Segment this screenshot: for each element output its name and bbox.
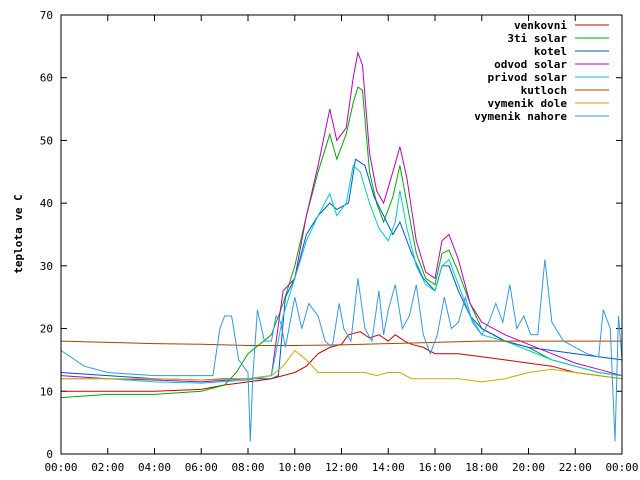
x-tick-label: 10:00 [278,461,311,474]
y-tick-label: 40 [40,197,53,210]
plot-frame [60,14,623,455]
series-line-vymenik-dole [61,349,623,383]
series-line-odvod-solar [60,50,623,383]
legend-label: vymenik dole [488,97,568,110]
x-tick-label: 00:00 [44,461,77,474]
x-tick-label: 04:00 [138,461,171,474]
y-axis-label: teplota ve C [12,194,25,273]
y-tick-label: 30 [40,260,53,273]
legend-label: privod solar [488,71,568,84]
series-line-privod-solar [61,164,623,384]
legend-label: odvod solar [494,58,567,71]
x-tick-label: 16:00 [418,461,451,474]
y-tick-label: 60 [40,72,53,85]
y-tick-label: 10 [40,385,53,398]
legend-label: kutloch [521,84,567,97]
legend-label: vymenik nahore [474,110,567,123]
y-tick-label: 0 [46,448,53,461]
x-tick-label: 08:00 [231,461,264,474]
series-line-3ti-solar [60,86,623,399]
series-line-kutloch [60,340,622,346]
x-tick-label: 00:00 [605,461,638,474]
x-tick-label: 18:00 [465,461,498,474]
y-tick-label: 50 [40,134,53,147]
series-line-kotel [60,158,623,381]
legend-label: venkovni [514,19,567,32]
series-lines [60,50,623,442]
axis-ticks: 00:00 02:00 04:00 06:00 08:00 10:00 12:00 14:00… [40,9,639,474]
x-tick-label: 14:00 [372,461,405,474]
x-tick-label: 20:00 [512,461,545,474]
x-tick-label: 06:00 [185,461,218,474]
legend-label: kotel [534,45,567,58]
y-tick-label: 20 [40,323,53,336]
y-tick-label: 70 [40,9,53,22]
legend-label: 3ti solar [507,32,567,45]
series-line-vymenik-nahore [60,259,623,442]
x-tick-label: 22:00 [559,461,592,474]
x-tick-label: 02:00 [91,461,124,474]
x-tick-label: 12:00 [325,461,358,474]
